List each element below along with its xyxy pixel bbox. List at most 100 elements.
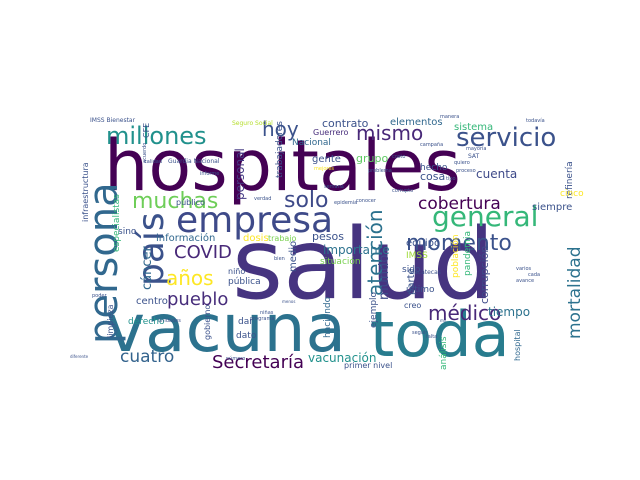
cloud-word: SAT <box>468 153 480 160</box>
cloud-word: público <box>176 198 205 207</box>
cloud-word: verdad <box>254 196 271 202</box>
cloud-word: proceso <box>456 168 476 174</box>
cloud-word: centro <box>136 296 168 307</box>
cloud-word: epidemia <box>334 200 357 206</box>
cloud-word: IMSS Bienestar <box>90 117 136 124</box>
cloud-word: atención <box>363 209 387 296</box>
cloud-word: informe <box>200 171 219 177</box>
cloud-word: número <box>226 355 245 362</box>
cloud-word: ejemplo <box>369 291 379 328</box>
cloud-word: último <box>406 285 435 295</box>
cloud-word: IMSS <box>406 251 428 261</box>
cloud-word: siempre <box>532 202 572 213</box>
cloud-word: seguir <box>412 330 428 336</box>
cloud-word: creo <box>404 301 421 310</box>
cloud-word: acuerdo <box>142 143 148 163</box>
cloud-word: cuatro <box>120 347 174 367</box>
cloud-word: mayoría <box>466 145 486 152</box>
cloud-word: problema <box>368 168 392 174</box>
cloud-word: hospitales <box>104 125 461 207</box>
cloud-word: unidades <box>158 318 181 324</box>
cloud-word: sistema <box>454 122 493 133</box>
cloud-word: trabajadores <box>275 121 285 178</box>
cloud-word: niñas <box>260 310 274 316</box>
cloud-word: poder <box>92 293 107 299</box>
cloud-word: pandemia <box>463 231 473 276</box>
cloud-word: salud <box>232 208 495 322</box>
cloud-word: dato <box>236 331 257 341</box>
cloud-word: solo <box>284 188 329 213</box>
cloud-word: Nacional <box>292 138 331 148</box>
cloud-word: primer nivel <box>344 361 392 370</box>
cloud-word: corrupción <box>478 246 491 304</box>
cloud-word: gente <box>312 154 341 165</box>
cloud-word: parte <box>406 268 417 295</box>
cloud-word: mundo <box>377 255 392 300</box>
cloud-word: toda <box>370 298 510 371</box>
cloud-word: COVID <box>174 242 232 263</box>
cloud-word: manera <box>440 114 459 120</box>
cloud-word: quiero <box>454 160 470 166</box>
cloud-word: importante <box>323 243 390 257</box>
cloud-word: corrupto <box>392 188 413 194</box>
cloud-word: Secretaría <box>212 352 304 373</box>
cloud-word: bien <box>274 256 285 262</box>
cloud-word: campaña <box>420 142 443 148</box>
cloud-word: varios <box>516 266 532 272</box>
cloud-word: dosis <box>243 233 269 244</box>
cloud-word: momento <box>406 231 512 256</box>
cloud-word: vacuna <box>106 290 346 367</box>
cloud-word: país <box>131 212 172 286</box>
cloud-word: tiempo <box>488 305 530 319</box>
cloud-word: Guardia Nacional <box>168 158 220 165</box>
cloud-word: cada <box>528 272 540 278</box>
cloud-word: grupo <box>356 152 388 165</box>
cloud-word: millones <box>106 122 207 150</box>
cloud-word: sido <box>402 265 421 275</box>
cloud-word: Seguro Social <box>232 120 273 127</box>
cloud-word: mil <box>440 318 446 323</box>
cloud-word: conocer <box>356 198 377 204</box>
cloud-word: limpieza <box>106 304 115 338</box>
cloud-word: contrato <box>322 117 369 130</box>
cloud-word: falta <box>426 334 437 340</box>
cloud-word: cáncer <box>140 246 155 290</box>
cloud-word: hoy <box>262 117 299 141</box>
cloud-word: CFE <box>142 123 151 138</box>
cloud-word: trabajo <box>268 234 297 243</box>
cloud-word: dar <box>238 317 253 327</box>
cloud-word: personal <box>233 148 247 200</box>
cloud-word: pesos <box>312 230 344 243</box>
cloud-word: medio <box>288 241 299 272</box>
cloud-word: equipo <box>406 238 440 249</box>
cloud-word: refinería <box>565 161 575 199</box>
cloud-word: calidad <box>144 159 162 165</box>
cloud-word: Zacatecas <box>410 269 441 276</box>
cloud-word: general <box>432 200 538 233</box>
cloud-word: niño <box>228 267 245 276</box>
cloud-word: haciendo <box>323 296 333 338</box>
cloud-word: información <box>156 232 215 244</box>
cloud-word: tipo <box>446 176 456 182</box>
cloud-word: programa <box>250 316 274 322</box>
cloud-word: persona <box>81 182 127 344</box>
cloud-word: pública <box>228 277 261 287</box>
cloud-word: pueblo <box>167 289 228 310</box>
cloud-word: muchas <box>132 189 218 214</box>
cloud-word: servicio <box>456 123 556 153</box>
cloud-word: infraestructura <box>81 162 90 222</box>
cloud-word: diferente <box>70 354 89 359</box>
cloud-word: hospital <box>513 329 522 361</box>
cloud-word: cuenta <box>476 167 517 181</box>
cloud-word: cosa <box>420 170 445 183</box>
cloud-word: análisis <box>439 336 449 370</box>
cloud-word: derecho <box>128 317 165 327</box>
cloud-word: mismo <box>356 121 423 145</box>
cloud-word: avance <box>516 278 534 284</box>
cloud-word: especialistas <box>112 194 122 252</box>
cloud-word: mejores <box>314 166 334 172</box>
cloud-word: sino <box>118 227 137 237</box>
cloud-word: cinco <box>560 189 584 199</box>
cloud-word: hecho <box>420 163 448 173</box>
